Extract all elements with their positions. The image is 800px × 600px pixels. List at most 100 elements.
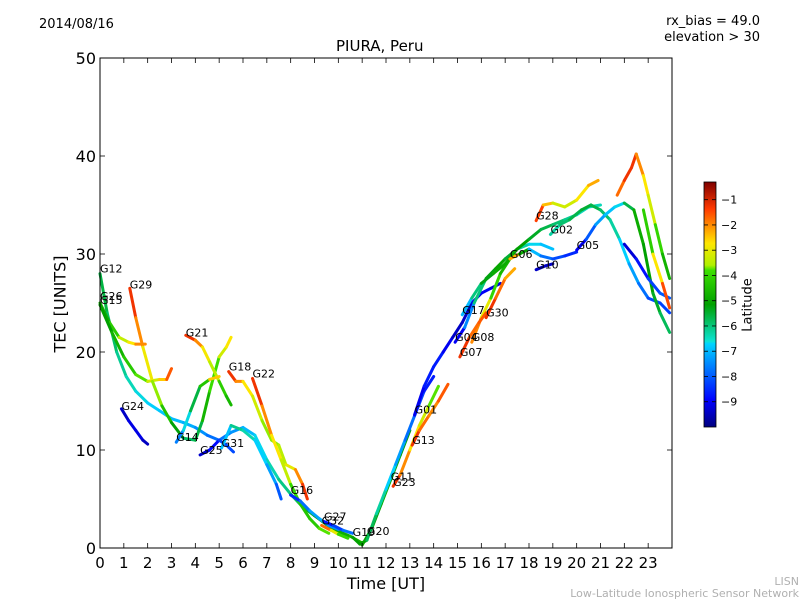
series-segment xyxy=(517,247,531,256)
series-segment xyxy=(417,414,431,432)
series-g15 xyxy=(98,303,173,383)
series-segment xyxy=(134,316,145,349)
series-segment xyxy=(403,414,417,442)
series-segment xyxy=(651,252,664,285)
series-segment xyxy=(128,286,138,320)
satellite-label: G13 xyxy=(412,434,435,447)
series-segment xyxy=(603,205,617,217)
series-segment xyxy=(108,321,121,339)
colorbar-tick-label: −6 xyxy=(721,320,737,333)
series-segment xyxy=(165,367,173,381)
series-segment xyxy=(398,448,412,476)
series-segment xyxy=(641,208,655,256)
x-tick-label: 20 xyxy=(567,554,586,572)
series-segment xyxy=(127,419,138,432)
plot-frame xyxy=(99,57,673,549)
series-segment xyxy=(241,425,257,437)
series-segment xyxy=(618,237,631,266)
series-segment xyxy=(119,407,131,423)
series-segment xyxy=(460,296,474,317)
series-segment xyxy=(134,373,150,383)
series-segment xyxy=(293,468,305,486)
series-segment xyxy=(551,218,567,227)
series-g32 xyxy=(320,523,350,540)
series-segment xyxy=(117,335,131,344)
series-segment xyxy=(479,286,493,295)
series-segment xyxy=(479,296,493,320)
series-segment xyxy=(453,326,467,344)
series-segment xyxy=(98,303,114,334)
y-tick-label: 20 xyxy=(76,343,96,362)
series-segment xyxy=(308,517,321,530)
series-segment xyxy=(422,375,436,393)
series-segment xyxy=(451,321,464,339)
series-segment xyxy=(224,394,233,407)
series-segment xyxy=(622,201,636,212)
series-segment xyxy=(463,301,476,329)
colorbar-tick-label: −1 xyxy=(721,194,737,207)
x-tick-label: 22 xyxy=(615,554,634,572)
series-segment xyxy=(539,254,555,261)
series-segment xyxy=(575,237,588,252)
series-segment xyxy=(265,458,281,481)
series-g14 xyxy=(174,375,221,444)
series-segment xyxy=(587,179,600,187)
credit-long: Low-Latitude Ionospheric Sensor Network xyxy=(570,587,799,600)
x-tick-label: 8 xyxy=(286,554,296,572)
series-segment xyxy=(253,433,269,462)
series-segment xyxy=(660,252,672,280)
series-segment xyxy=(253,438,269,467)
series-segment xyxy=(484,296,498,320)
series-segment xyxy=(615,179,626,197)
colorbar-tick-label: −2 xyxy=(721,219,737,232)
satellite-label: G12 xyxy=(100,263,123,276)
x-tick-label: 21 xyxy=(591,554,610,572)
series-segment xyxy=(205,433,221,442)
series-segment xyxy=(251,394,264,423)
colorbar-tick-label: −3 xyxy=(721,244,737,257)
series-segment xyxy=(622,166,633,182)
satellite-label: G21 xyxy=(186,326,209,339)
series-segment xyxy=(568,208,583,222)
series-layer xyxy=(98,152,672,547)
credit-short: LISN xyxy=(774,575,799,588)
series-g08 xyxy=(470,257,512,344)
series-segment xyxy=(260,404,274,437)
series-segment xyxy=(436,382,450,403)
x-tick-label: 4 xyxy=(191,554,201,572)
series-segment xyxy=(658,301,672,315)
y-tick-label: 50 xyxy=(76,49,96,68)
series-segment xyxy=(141,438,150,446)
series-segment xyxy=(332,523,345,532)
satellite-label: G11 xyxy=(391,470,414,483)
series-segment xyxy=(308,509,321,521)
series-g28 xyxy=(534,179,600,223)
series-segment xyxy=(322,520,336,527)
x-tick-label: 2 xyxy=(143,554,153,572)
series-segment xyxy=(503,247,519,266)
x-axis-label: Time [UT] xyxy=(346,574,426,593)
satellite-label: G30 xyxy=(486,307,509,320)
series-segment xyxy=(467,321,481,339)
series-segment xyxy=(589,203,602,212)
series-segment xyxy=(563,250,579,258)
series-segment xyxy=(298,499,312,513)
colorbar-tick-label: −8 xyxy=(721,370,737,383)
series-segment xyxy=(622,242,638,261)
series-segment xyxy=(241,379,255,398)
series-segment xyxy=(224,335,233,349)
satellite-label: G14 xyxy=(176,431,199,444)
y-tick-label: 10 xyxy=(76,441,96,460)
series-segment xyxy=(277,443,288,467)
series-segment xyxy=(198,448,212,457)
series-segment xyxy=(494,257,507,271)
series-segment xyxy=(541,201,555,207)
x-tick-label: 7 xyxy=(262,554,272,572)
x-tick-label: 16 xyxy=(472,554,491,572)
series-segment xyxy=(627,262,641,285)
satellite-label: G17 xyxy=(462,304,485,317)
satellite-label: G20 xyxy=(367,525,390,538)
date-label: 2014/08/16 xyxy=(39,17,114,32)
series-segment xyxy=(229,424,245,432)
series-segment xyxy=(503,267,517,280)
